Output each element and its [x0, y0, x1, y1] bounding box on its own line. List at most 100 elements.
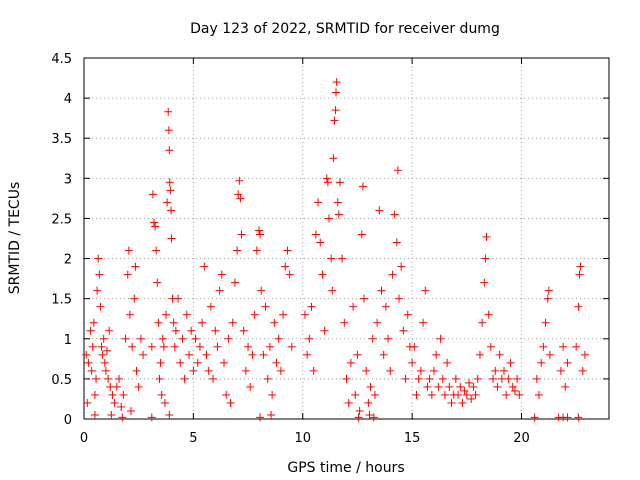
data-point — [513, 374, 522, 383]
data-point — [354, 413, 363, 422]
data-point — [82, 350, 91, 359]
data-point — [419, 318, 428, 327]
data-point — [309, 366, 318, 375]
data-point — [257, 286, 266, 295]
data-point — [559, 342, 568, 351]
y-tick-label: 2.5 — [51, 212, 72, 227]
data-point — [475, 350, 484, 359]
data-point — [416, 366, 425, 375]
data-point — [283, 246, 292, 255]
data-point — [180, 374, 189, 383]
data-point — [119, 390, 128, 399]
data-point — [287, 342, 296, 351]
data-point — [322, 174, 331, 183]
data-point — [255, 226, 263, 235]
data-point — [237, 230, 246, 239]
data-point — [535, 390, 543, 399]
data-point — [362, 366, 371, 375]
data-point — [421, 286, 430, 295]
data-point — [408, 358, 417, 367]
data-point — [506, 358, 515, 367]
data-point — [440, 390, 449, 399]
data-points — [82, 78, 589, 422]
data-point — [121, 334, 130, 343]
data-point — [239, 326, 248, 335]
data-point — [134, 382, 143, 391]
data-point — [165, 410, 174, 419]
data-point — [160, 398, 169, 407]
plot-frame — [83, 57, 610, 420]
data-point — [153, 278, 162, 287]
data-point — [164, 126, 173, 135]
data-point — [556, 366, 565, 375]
data-point — [325, 214, 333, 223]
data-point — [118, 413, 127, 422]
axis-ticks — [83, 57, 609, 420]
data-point — [316, 238, 325, 247]
data-point — [307, 302, 316, 311]
data-point — [110, 398, 119, 407]
data-point — [174, 294, 183, 303]
data-point — [423, 382, 432, 391]
data-point — [575, 270, 584, 279]
data-point — [87, 366, 96, 375]
data-point — [222, 390, 231, 399]
data-point — [89, 318, 98, 327]
data-point — [314, 198, 323, 207]
y-tick-label: 3 — [64, 172, 72, 187]
data-point — [261, 302, 270, 311]
data-point — [132, 366, 141, 375]
data-point — [349, 302, 358, 311]
data-point — [213, 342, 222, 351]
data-point — [425, 374, 434, 383]
tick-labels: 0 0.5 1 1.5 2 2.5 3 3.5 4 4.5 0 5 10 15 20 — [51, 52, 529, 446]
data-point — [98, 350, 107, 359]
y-tick-label: 2 — [64, 253, 72, 268]
data-point — [248, 350, 257, 359]
data-point — [191, 334, 200, 343]
data-point — [365, 410, 374, 419]
data-point — [176, 358, 185, 367]
data-point — [561, 382, 570, 391]
data-point — [332, 88, 340, 97]
data-point — [171, 326, 180, 335]
data-point — [151, 222, 160, 231]
data-point — [373, 318, 382, 327]
data-point — [541, 318, 550, 327]
data-point — [217, 270, 226, 279]
data-point — [530, 413, 539, 422]
data-point — [465, 378, 473, 387]
data-point — [185, 350, 193, 359]
data-point — [543, 294, 552, 303]
data-point — [97, 342, 106, 351]
data-point — [318, 270, 327, 279]
data-point — [300, 310, 309, 319]
data-point — [469, 382, 478, 391]
data-point — [83, 398, 92, 407]
y-axis-label: SRMTID / TECUs — [7, 182, 23, 295]
data-point — [93, 286, 102, 295]
data-point — [147, 342, 156, 351]
data-point — [331, 106, 340, 115]
data-point — [163, 198, 172, 207]
data-point — [332, 78, 341, 87]
data-point — [281, 262, 290, 271]
data-point — [96, 302, 105, 311]
data-point — [544, 286, 553, 295]
data-point — [250, 310, 259, 319]
data-point — [165, 178, 174, 187]
data-point — [94, 254, 103, 263]
data-point — [454, 390, 463, 399]
data-point — [481, 254, 490, 263]
data-point — [414, 374, 423, 383]
data-point — [410, 342, 419, 351]
data-point — [195, 342, 204, 351]
data-point — [244, 342, 253, 351]
chart-title: Day 123 of 2022, SRMTID for receiver dum… — [190, 21, 500, 37]
data-point — [574, 413, 583, 422]
data-point — [252, 246, 261, 255]
y-tick-label: 4 — [64, 92, 72, 107]
data-point — [154, 318, 163, 327]
data-point — [342, 374, 351, 383]
